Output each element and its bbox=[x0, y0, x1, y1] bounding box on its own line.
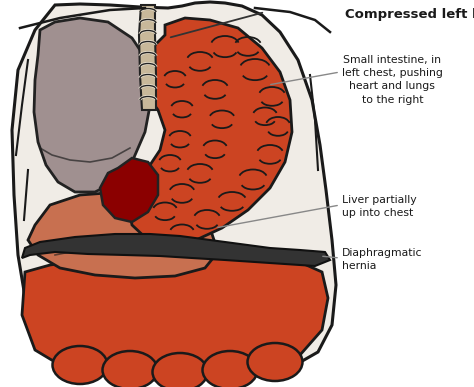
Polygon shape bbox=[22, 253, 328, 376]
Polygon shape bbox=[22, 234, 330, 266]
Polygon shape bbox=[28, 192, 218, 278]
Text: Diaphragmatic
hernia: Diaphragmatic hernia bbox=[342, 248, 422, 271]
Polygon shape bbox=[34, 18, 152, 192]
Ellipse shape bbox=[153, 353, 208, 387]
Text: Liver partially
up into chest: Liver partially up into chest bbox=[342, 195, 417, 218]
Ellipse shape bbox=[202, 351, 257, 387]
Ellipse shape bbox=[102, 351, 157, 387]
Polygon shape bbox=[12, 2, 336, 380]
Text: Compressed left lung: Compressed left lung bbox=[345, 8, 474, 21]
Polygon shape bbox=[128, 18, 292, 245]
Ellipse shape bbox=[247, 343, 302, 381]
Polygon shape bbox=[100, 158, 158, 222]
Ellipse shape bbox=[53, 346, 108, 384]
Text: Small intestine, in
left chest, pushing
heart and lungs
to the right: Small intestine, in left chest, pushing … bbox=[342, 55, 443, 104]
Polygon shape bbox=[139, 5, 156, 110]
